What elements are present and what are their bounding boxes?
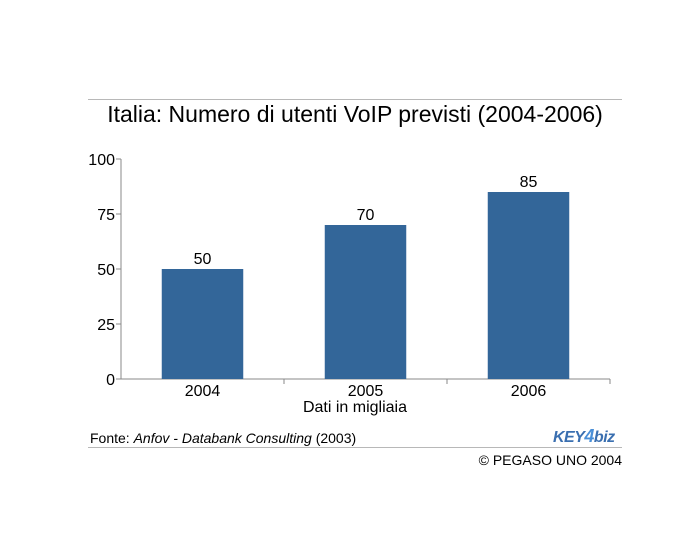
y-tick-label: 100	[88, 152, 115, 169]
source-year: (2003)	[311, 430, 357, 446]
y-tick-label: 50	[97, 262, 115, 279]
source-name: Anfov - Databank Consulting	[133, 430, 312, 446]
y-tick-label: 0	[106, 372, 115, 389]
source-note: Fonte: Anfov - Databank Consulting (2003…	[90, 430, 356, 446]
bar-2005	[324, 225, 407, 379]
data-label: 50	[194, 251, 212, 268]
source-prefix: Fonte:	[90, 430, 134, 446]
x-tick-label: 2006	[511, 383, 547, 400]
bar-2006	[487, 192, 570, 379]
x-tick-label: 2005	[348, 383, 384, 400]
bar-2004	[161, 269, 244, 379]
data-label: 85	[520, 174, 538, 191]
key4biz-logo: KEY4biz	[553, 426, 615, 446]
chart-title: Italia: Numero di utenti VoIP previsti (…	[107, 101, 603, 127]
data-label: 70	[357, 207, 375, 224]
copyright-text: © PEGASO UNO 2004	[478, 452, 622, 468]
x-tick-label: 2004	[185, 383, 221, 400]
top-rule	[88, 99, 622, 100]
bottom-rule	[88, 447, 622, 448]
y-tick-label: 25	[97, 317, 115, 334]
y-tick-label: 75	[97, 207, 115, 224]
x-axis-label: Dati in migliaia	[302, 399, 408, 416]
